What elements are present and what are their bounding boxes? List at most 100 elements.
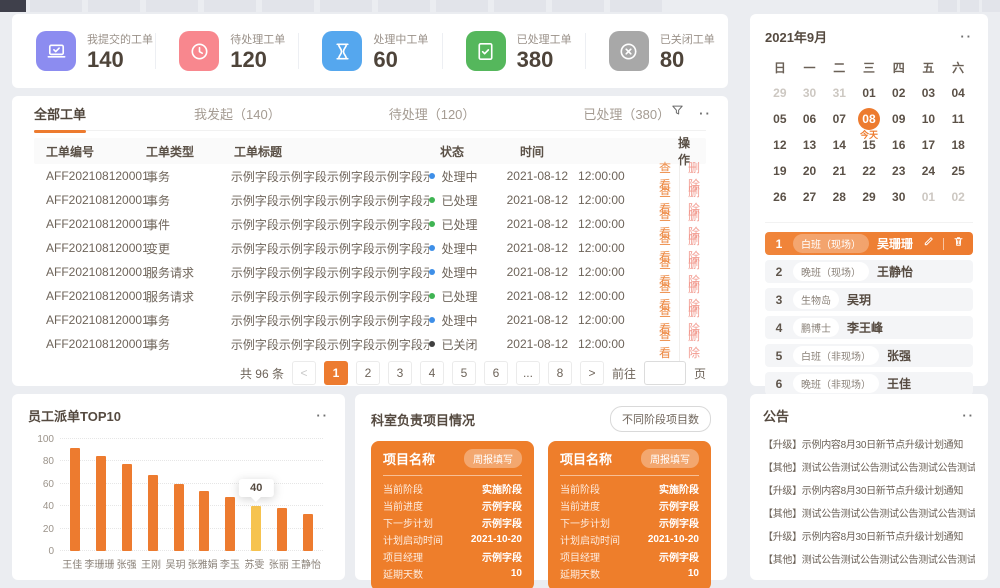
browser-tab[interactable] [320,0,372,12]
browser-tab[interactable] [610,0,662,12]
weekly-report-badge[interactable]: 周报填写 [464,449,522,468]
tab-全部工单[interactable]: 全部工单 [34,95,87,133]
calendar-day[interactable]: 16 [892,138,906,152]
view-link[interactable]: 查看 [658,329,671,360]
browser-tab[interactable] [378,0,430,12]
browser-tab[interactable] [982,0,1000,12]
page-button[interactable]: 3 [387,361,412,385]
delete-link[interactable]: 删除 [678,231,700,265]
page-jump-input[interactable] [643,361,686,385]
more-icon[interactable]: ·· [699,105,712,121]
view-link[interactable]: 查看 [658,185,671,216]
browser-tab[interactable] [0,0,26,12]
calendar-day[interactable]: 01 [921,190,936,204]
calendar-day[interactable]: 27 [802,190,817,204]
page-button[interactable]: ... [515,361,540,385]
prev-page-button[interactable]: < [291,361,316,385]
bar[interactable] [69,447,80,551]
bar-column[interactable] [88,439,114,551]
edit-icon[interactable] [922,235,935,253]
calendar-day[interactable]: 12 [773,138,787,152]
bar-column[interactable] [114,439,140,551]
delete-link[interactable]: 删除 [678,207,700,241]
bar-column[interactable] [217,439,243,551]
tab-我发起（140）[interactable]: 我发起（140） [194,106,281,122]
view-link[interactable]: 查看 [658,209,671,240]
browser-tab[interactable] [262,0,314,12]
delete-link[interactable]: 删除 [678,279,700,313]
calendar-day[interactable]: 01 [862,86,876,100]
calendar-day[interactable]: 22 [862,164,876,178]
calendar-day[interactable]: 15 [862,138,876,152]
calendar-day[interactable]: 30 [892,190,906,204]
browser-tab[interactable] [938,0,957,12]
roster-item[interactable]: 1 白班（现场） 吴珊珊 [765,232,973,255]
calendar-day[interactable]: 25 [951,164,965,178]
browser-tab[interactable] [204,0,256,12]
bar[interactable] [225,497,236,551]
tab-已处理（380）[interactable]: 已处理（380） [583,106,671,122]
trash-icon[interactable] [952,235,965,253]
bar[interactable] [121,463,132,551]
browser-tab[interactable] [552,0,604,12]
notice-item[interactable]: 【其他】测试公告测试公告测试公告测试公告测试公告 [763,463,975,474]
browser-tab[interactable] [88,0,140,12]
weekly-report-badge[interactable]: 周报填写 [641,449,699,468]
browser-tab[interactable] [146,0,198,12]
bar[interactable] [95,455,106,551]
bar-column[interactable] [140,439,166,551]
calendar-day[interactable]: 26 [773,190,787,204]
calendar-day[interactable]: 03 [921,86,936,100]
bar[interactable] [147,474,158,551]
calendar-day[interactable]: 02 [892,86,906,100]
tab-待处理（120）[interactable]: 待处理（120） [388,106,476,122]
calendar-day[interactable]: 17 [921,138,936,152]
bar-column[interactable] [295,439,321,551]
view-link[interactable]: 查看 [658,233,671,264]
bar[interactable] [173,483,184,551]
calendar-day[interactable]: 14 [832,138,846,152]
roster-item[interactable]: 5 白班（非现场） 张强 [765,344,973,367]
stat-card[interactable]: 处理中工单 60 [298,14,441,88]
roster-item[interactable]: 2 晚班（现场） 王静怡 [765,260,973,283]
calendar-day[interactable]: 07 [832,112,846,126]
bar-column[interactable] [166,439,192,551]
filter-icon[interactable] [670,103,685,123]
notice-item[interactable]: 【升级】示例内容8月30日新节点升级计划通知 [763,532,964,543]
stat-card[interactable]: 已关闭工单 80 [584,14,728,88]
stage-count-button[interactable]: 不同阶段项目数 [610,406,711,432]
calendar-day[interactable]: 05 [773,112,787,126]
view-link[interactable]: 查看 [658,257,671,288]
bar-column[interactable]: 40 [239,439,274,551]
view-link[interactable]: 查看 [658,305,671,336]
next-page-button[interactable]: > [579,361,604,385]
delete-link[interactable]: 删除 [678,159,700,193]
delete-link[interactable]: 删除 [678,255,700,289]
delete-link[interactable]: 删除 [678,183,700,217]
calendar-day[interactable]: 20 [802,164,817,178]
roster-item[interactable]: 6 晚班（非现场） 王佳 [765,372,973,395]
stat-card[interactable]: 已处理工单 380 [441,14,585,88]
bar-column[interactable] [62,439,88,551]
more-icon[interactable]: ·· [316,408,329,423]
delete-link[interactable]: 删除 [678,303,700,337]
bar-column[interactable] [192,439,218,551]
calendar-day[interactable]: 19 [773,164,787,178]
calendar-day[interactable]: 11 [951,112,965,126]
calendar-day[interactable]: 31 [832,86,846,100]
delete-link[interactable]: 删除 [678,327,700,361]
notice-item[interactable]: 【升级】示例内容8月30日新节点升级计划通知 [763,486,964,497]
browser-tab[interactable] [30,0,82,12]
calendar-day[interactable]: 28 [832,190,846,204]
notice-item[interactable]: 【升级】示例内容8月30日新节点升级计划通知 [763,440,964,451]
calendar-day[interactable]: 04 [951,86,965,100]
calendar-day[interactable]: 29 [862,190,876,204]
